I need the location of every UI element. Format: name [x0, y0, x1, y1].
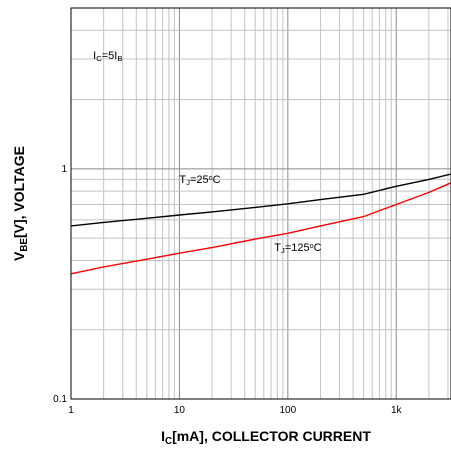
- annotation-layer: IC=5IB TJ=25oC TJ=125oC: [93, 50, 321, 255]
- x-tick-label: 10: [174, 405, 186, 416]
- tick-label-layer: 1 10 100 1k0.11: [53, 164, 402, 416]
- series-line-tj-25c: [70, 173, 451, 227]
- annotation-label-25: TJ=25oC: [179, 174, 220, 187]
- annotation-label-125: TJ=125oC: [274, 242, 321, 255]
- y-axis-title: VBE[V], VOLTAGE: [11, 146, 30, 261]
- grid-layer: [70, 7, 451, 400]
- series-line-tj-125c: [70, 182, 451, 275]
- x-tick-label: 1k: [391, 405, 403, 416]
- plot-frame: [70, 7, 451, 400]
- y-tick-label: 1: [61, 164, 67, 175]
- x-tick-label: 1: [68, 405, 74, 416]
- y-tick-label: 0.1: [53, 394, 67, 405]
- annotation-condition: IC=5IB: [93, 50, 122, 63]
- x-tick-label: 100: [279, 405, 296, 416]
- series-layer: [70, 173, 451, 275]
- x-axis-title: IC[mA], COLLECTOR CURRENT: [161, 428, 371, 447]
